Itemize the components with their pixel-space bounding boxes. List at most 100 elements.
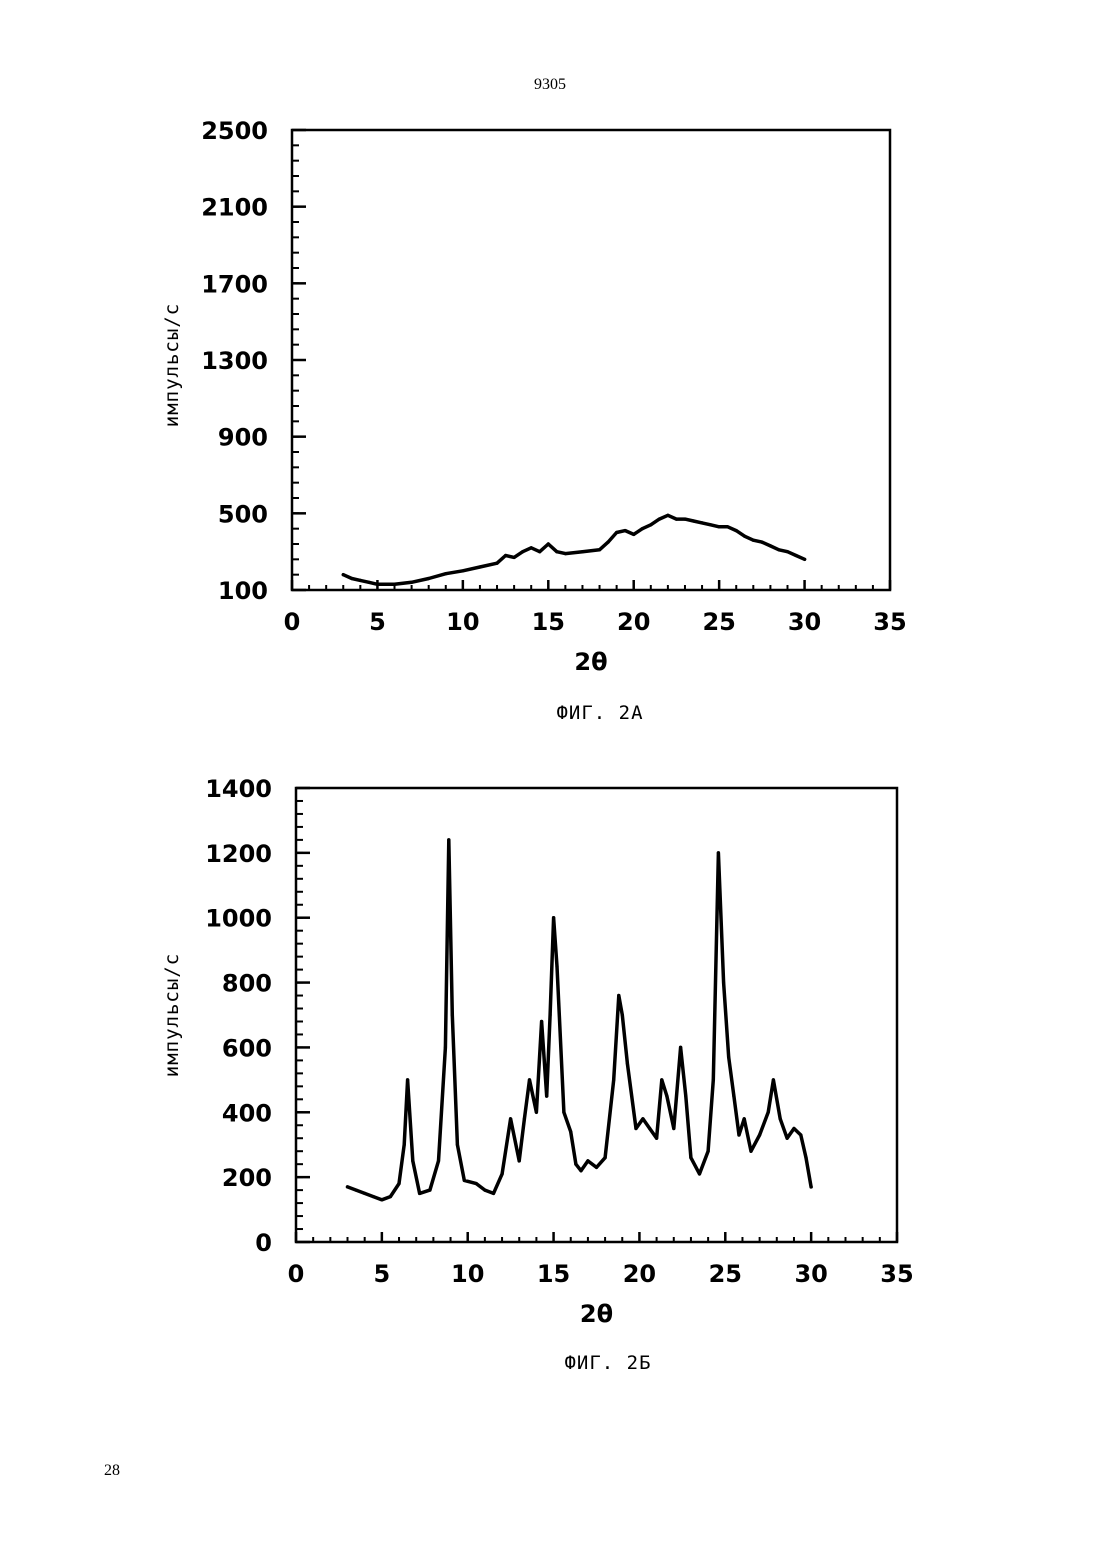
plot-frame (296, 788, 897, 1242)
data-point (758, 1133, 761, 1136)
y-tick-label: 0 (255, 1229, 272, 1257)
x-axis-title: 2θ (580, 1300, 613, 1328)
data-point (492, 1192, 495, 1195)
data-point (501, 1172, 504, 1175)
diffraction-series-line (343, 515, 804, 584)
data-point (743, 535, 746, 538)
data-point (726, 525, 729, 528)
data-point (786, 550, 789, 553)
data-point (444, 572, 447, 575)
data-point (655, 1137, 658, 1140)
data-point (562, 1111, 565, 1114)
data-point (684, 1095, 687, 1098)
data-point (799, 1133, 802, 1136)
data-point (355, 1189, 358, 1192)
data-point (444, 1046, 447, 1049)
data-point (428, 1189, 431, 1192)
data-point (607, 541, 610, 544)
data-point (586, 1159, 589, 1162)
data-point (475, 1182, 478, 1185)
data-point (648, 1127, 651, 1130)
data-point (701, 521, 704, 524)
data-point (794, 554, 797, 557)
data-point (569, 1130, 572, 1133)
x-tick-label: 15 (532, 608, 565, 636)
data-point (483, 1189, 486, 1192)
data-point (535, 1111, 538, 1114)
data-point (632, 533, 635, 536)
data-point (397, 1182, 400, 1185)
data-point (727, 1056, 730, 1059)
data-point (672, 1127, 675, 1130)
data-point (604, 1156, 607, 1159)
x-tick-label: 20 (623, 1260, 656, 1288)
data-point (634, 1127, 637, 1130)
data-point (555, 550, 558, 553)
data-point (803, 558, 806, 561)
data-point (683, 518, 686, 521)
y-tick-label: 400 (222, 1099, 272, 1127)
data-point (689, 1156, 692, 1159)
data-point (732, 1095, 735, 1098)
data-point (712, 1078, 715, 1081)
data-point (359, 579, 362, 582)
data-point (552, 916, 555, 919)
data-point (547, 542, 550, 545)
data-point (737, 1133, 740, 1136)
data-point (521, 550, 524, 553)
y-axis-title: импульсы/с (161, 953, 183, 1077)
x-tick-label: 10 (446, 608, 479, 636)
y-tick-label: 500 (218, 500, 268, 528)
data-point (649, 523, 652, 526)
data-point (675, 518, 678, 521)
x-tick-label: 5 (369, 608, 386, 636)
data-point (346, 1185, 349, 1188)
data-point (804, 1156, 807, 1159)
diffraction-series-line (348, 840, 812, 1200)
x-tick-label: 35 (873, 608, 906, 636)
y-tick-label: 1000 (205, 905, 272, 933)
data-point (574, 1163, 577, 1166)
data-point (540, 1020, 543, 1023)
data-point (504, 554, 507, 557)
data-point (612, 1078, 615, 1081)
data-point (418, 1192, 421, 1195)
data-point (530, 546, 533, 549)
data-point (427, 577, 430, 580)
data-point (437, 1159, 440, 1162)
y-tick-label: 2500 (201, 117, 268, 145)
data-point (518, 1159, 521, 1162)
data-point (743, 1117, 746, 1120)
data-point (509, 1117, 512, 1120)
data-point (393, 583, 396, 586)
y-tick-label: 900 (218, 424, 268, 452)
data-point (461, 569, 464, 572)
data-point (709, 523, 712, 526)
data-point (735, 529, 738, 532)
data-point (777, 548, 780, 551)
data-point (389, 1195, 392, 1198)
y-tick-label: 2100 (201, 194, 268, 222)
data-point (718, 525, 721, 528)
x-axis-title: 2θ (574, 648, 607, 676)
data-point (456, 1143, 459, 1146)
data-point (411, 1159, 414, 1162)
data-point (752, 539, 755, 542)
x-tick-label: 20 (617, 608, 650, 636)
data-point (447, 838, 450, 841)
figure-caption-b: ФИГ. 2Б (458, 1352, 758, 1374)
x-tick-label: 0 (288, 1260, 305, 1288)
data-point (626, 1062, 629, 1065)
data-point (598, 548, 601, 551)
x-tick-label: 0 (284, 608, 301, 636)
data-point (769, 544, 772, 547)
data-point (641, 527, 644, 530)
data-point (538, 550, 541, 553)
data-point (528, 1078, 531, 1081)
x-tick-label: 10 (451, 1260, 484, 1288)
data-point (451, 1013, 454, 1016)
data-point (624, 529, 627, 532)
data-point (463, 1179, 466, 1182)
data-point (523, 1117, 526, 1120)
data-point (549, 1013, 552, 1016)
